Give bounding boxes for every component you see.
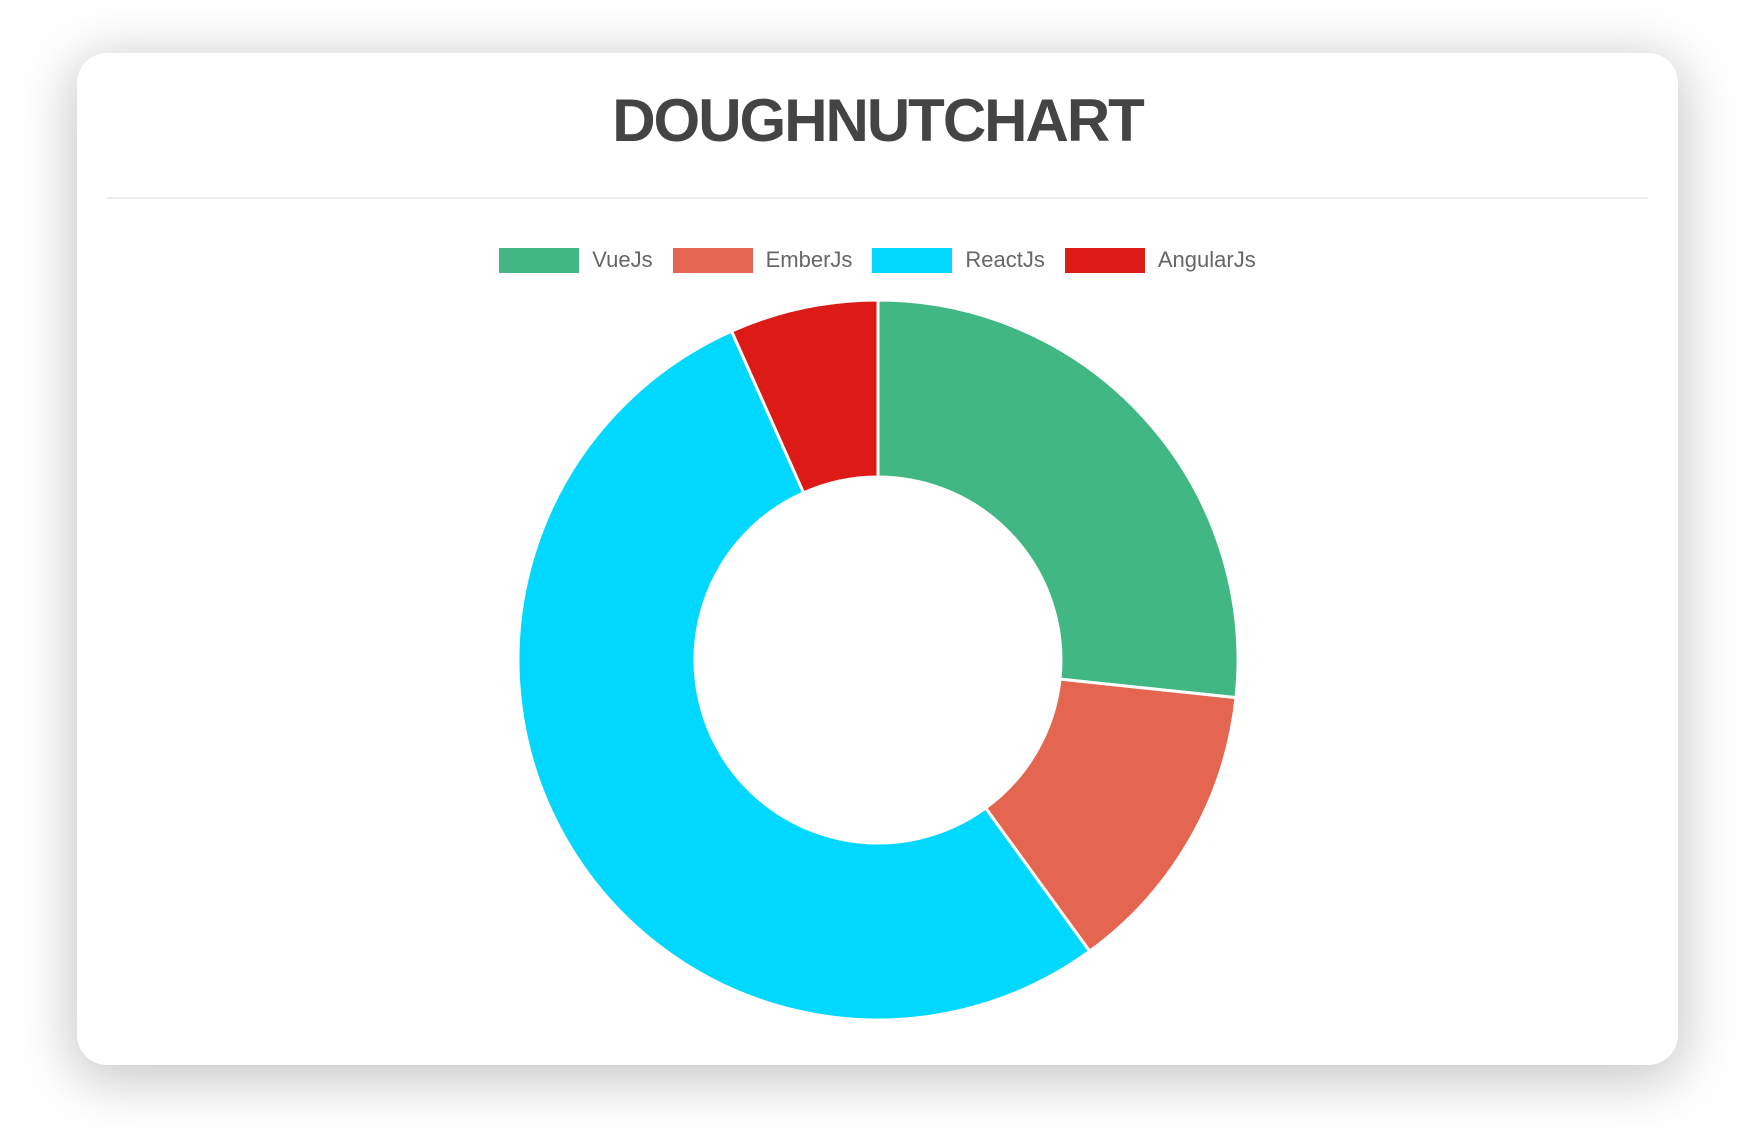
legend-label: ReactJs	[965, 247, 1045, 272]
chart-card: DOUGHNUTCHART VueJs EmberJs ReactJs Angular…	[77, 53, 1678, 1065]
doughnut-slice-reactjs[interactable]	[516, 329, 1091, 1022]
doughnut-slice-vuejs[interactable]	[876, 298, 1239, 700]
legend-swatch-angularjs	[1064, 247, 1145, 273]
legend-swatch-reactjs	[872, 247, 953, 273]
title-divider	[107, 197, 1648, 199]
doughnut-slice-emberjs[interactable]	[983, 677, 1238, 953]
legend-item-vuejs[interactable]: VueJs	[499, 247, 653, 273]
chart-legend: VueJs EmberJs ReactJs AngularJs	[77, 247, 1678, 273]
doughnut-chart-container	[77, 298, 1678, 1022]
legend-item-angularjs[interactable]: AngularJs	[1064, 247, 1256, 273]
legend-swatch-emberjs	[672, 247, 753, 273]
doughnut-chart[interactable]	[516, 298, 1240, 1022]
legend-swatch-vuejs	[499, 247, 580, 273]
legend-label: VueJs	[592, 247, 653, 272]
legend-item-reactjs[interactable]: ReactJs	[872, 247, 1045, 273]
legend-item-emberjs[interactable]: EmberJs	[672, 247, 853, 273]
legend-label: AngularJs	[1157, 247, 1256, 272]
doughnut-slice-angularjs[interactable]	[729, 298, 879, 495]
page-title: DOUGHNUTCHART	[612, 87, 1145, 154]
legend-label: EmberJs	[765, 247, 853, 272]
